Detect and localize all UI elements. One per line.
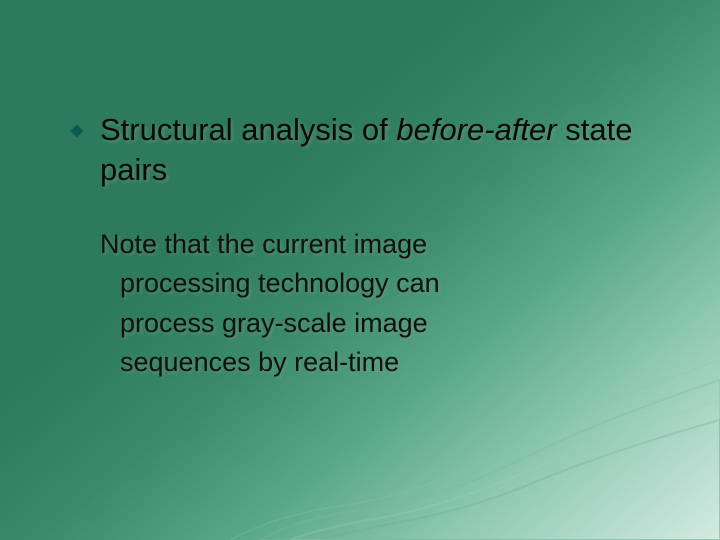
slide-heading: Structural analysis of before-after stat…	[100, 110, 650, 189]
body-line: processing technology can	[100, 264, 650, 303]
heading-row: Structural analysis of before-after stat…	[70, 110, 650, 189]
heading-pre: Structural analysis of	[100, 112, 396, 147]
body-line: sequences by real-time	[100, 343, 650, 382]
body-line: process gray-scale image	[100, 304, 650, 343]
heading-italic: before-after	[396, 112, 556, 147]
body-line: Note that the current image	[100, 225, 650, 264]
slide-content: Structural analysis of before-after stat…	[0, 0, 720, 382]
slide-body: Note that the current image processing t…	[100, 225, 650, 382]
diamond-bullet-icon	[70, 124, 84, 138]
